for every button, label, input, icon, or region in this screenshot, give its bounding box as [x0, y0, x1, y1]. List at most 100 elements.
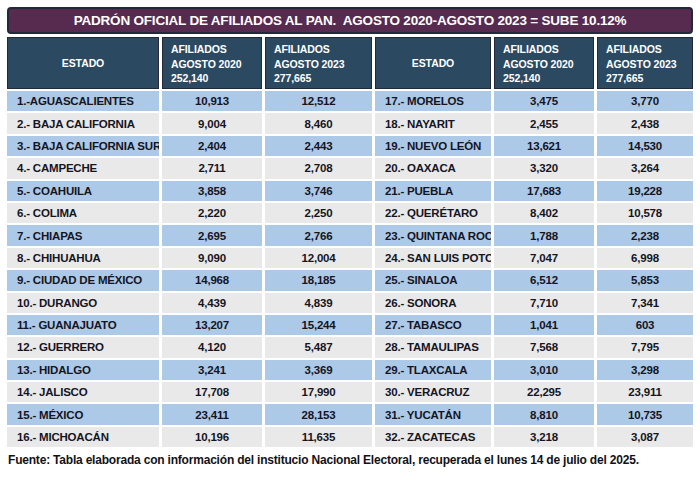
value-2020-cell: 2,695: [162, 225, 262, 245]
header-line-agosto-2023: AGOSTO 2023: [606, 57, 692, 72]
header-afiliados-2020-right: AFILIADOS AGOSTO 2020 252,140: [494, 37, 594, 89]
value-2023-cell: 15,244: [265, 315, 372, 335]
state-cell: 24.- SAN LUIS POTOSÍ: [375, 248, 491, 268]
state-cell: 18.- NAYARIT: [375, 113, 491, 133]
header-line-total-2020: 252,140: [503, 71, 593, 86]
value-2023-cell: 2,250: [265, 203, 372, 223]
value-2020-cell: 9,090: [162, 248, 262, 268]
value-2020-cell: 8,810: [494, 404, 594, 424]
header-estado-right: ESTADO: [375, 37, 491, 89]
value-2020-cell: 2,711: [162, 158, 262, 178]
value-2023-cell: 7,795: [597, 337, 693, 357]
source-note: Fuente: Tabla elaborada con información …: [7, 453, 693, 467]
state-cell: 1.-AGUASCALIENTES: [7, 91, 159, 111]
header-line-total-2020: 252,140: [171, 71, 261, 86]
value-2023-cell: 10,735: [597, 404, 693, 424]
state-cell: 6.- COLIMA: [7, 203, 159, 223]
value-2020-cell: 14,968: [162, 270, 262, 290]
value-2020-cell: 7,047: [494, 248, 594, 268]
value-2023-cell: 14,530: [597, 136, 693, 156]
value-2023-cell: 10,578: [597, 203, 693, 223]
state-cell: 28.- TAMAULIPAS: [375, 337, 491, 357]
page-title: PADRÓN OFICIAL DE AFILIADOS AL PAN. AGOS…: [7, 7, 693, 34]
state-cell: 19.- NUEVO LEÓN: [375, 136, 491, 156]
state-cell: 8.- CHIHUAHUA: [7, 248, 159, 268]
header-afiliados-2020-left: AFILIADOS AGOSTO 2020 252,140: [162, 37, 262, 89]
state-cell: 17.- MORELOS: [375, 91, 491, 111]
value-2020-cell: 8,402: [494, 203, 594, 223]
value-2023-cell: 603: [597, 315, 693, 335]
header-line-total-2023: 277,665: [274, 71, 371, 86]
value-2023-cell: 2,443: [265, 136, 372, 156]
state-cell: 31.- YUCATÁN: [375, 404, 491, 424]
header-afiliados-2023-right: AFILIADOS AGOSTO 2023 277,665: [597, 37, 693, 89]
value-2020-cell: 13,621: [494, 136, 594, 156]
value-2023-cell: 4,839: [265, 293, 372, 313]
state-cell: 5.- COAHUILA: [7, 181, 159, 201]
value-2020-cell: 3,241: [162, 360, 262, 380]
value-2020-cell: 10,913: [162, 91, 262, 111]
value-2023-cell: 28,153: [265, 404, 372, 424]
state-cell: 29.- TLAXCALA: [375, 360, 491, 380]
header-line-afiliados: AFILIADOS: [503, 42, 593, 57]
value-2023-cell: 5,853: [597, 270, 693, 290]
value-2023-cell: 18,185: [265, 270, 372, 290]
value-2020-cell: 3,010: [494, 360, 594, 380]
value-2023-cell: 8,460: [265, 113, 372, 133]
value-2023-cell: 2,238: [597, 225, 693, 245]
state-cell: 27.- TABASCO: [375, 315, 491, 335]
infographic-canvas: PADRÓN OFICIAL DE AFILIADOS AL PAN. AGOS…: [0, 0, 700, 477]
value-2020-cell: 10,196: [162, 427, 262, 447]
state-cell: 16.- MICHOACÁN: [7, 427, 159, 447]
state-cell: 7.- CHIAPAS: [7, 225, 159, 245]
state-cell: 10.- DURANGO: [7, 293, 159, 313]
state-cell: 15.- MÉXICO: [7, 404, 159, 424]
value-2023-cell: 23,911: [597, 382, 693, 402]
value-2020-cell: 4,120: [162, 337, 262, 357]
value-2023-cell: 12,004: [265, 248, 372, 268]
state-cell: 14.- JALISCO: [7, 382, 159, 402]
value-2023-cell: 3,298: [597, 360, 693, 380]
value-2023-cell: 3,264: [597, 158, 693, 178]
header-line-afiliados: AFILIADOS: [171, 42, 261, 57]
header-line-agosto-2020: AGOSTO 2020: [171, 57, 261, 72]
value-2020-cell: 23,411: [162, 404, 262, 424]
value-2020-cell: 22,295: [494, 382, 594, 402]
value-2020-cell: 1,041: [494, 315, 594, 335]
state-cell: 20.- OAXACA: [375, 158, 491, 178]
value-2023-cell: 2,438: [597, 113, 693, 133]
state-cell: 30.- VERACRUZ: [375, 382, 491, 402]
value-2020-cell: 1,788: [494, 225, 594, 245]
value-2023-cell: 7,341: [597, 293, 693, 313]
value-2023-cell: 19,228: [597, 181, 693, 201]
header-line-afiliados: AFILIADOS: [274, 42, 371, 57]
value-2023-cell: 12,512: [265, 91, 372, 111]
value-2020-cell: 3,475: [494, 91, 594, 111]
value-2020-cell: 17,683: [494, 181, 594, 201]
state-cell: 23.- QUINTANA ROO: [375, 225, 491, 245]
state-cell: 21.- PUEBLA: [375, 181, 491, 201]
table-body: 1.-AGUASCALIENTES10,91312,51217.- MORELO…: [7, 91, 693, 447]
state-cell: 9.- CIUDAD DE MÉXICO: [7, 270, 159, 290]
value-2023-cell: 2,708: [265, 158, 372, 178]
value-2020-cell: 3,320: [494, 158, 594, 178]
value-2023-cell: 6,998: [597, 248, 693, 268]
header-line-total-2023: 277,665: [606, 71, 692, 86]
state-cell: 12.- GUERRERO: [7, 337, 159, 357]
value-2023-cell: 3,746: [265, 181, 372, 201]
value-2023-cell: 2,766: [265, 225, 372, 245]
state-cell: 25.- SINALOA: [375, 270, 491, 290]
value-2020-cell: 17,708: [162, 382, 262, 402]
value-2023-cell: 17,990: [265, 382, 372, 402]
state-cell: 32.- ZACATECAS: [375, 427, 491, 447]
value-2020-cell: 2,455: [494, 113, 594, 133]
value-2020-cell: 3,218: [494, 427, 594, 447]
header-afiliados-2023-left: AFILIADOS AGOSTO 2023 277,665: [265, 37, 372, 89]
header-line-agosto-2020: AGOSTO 2020: [503, 57, 593, 72]
state-cell: 11.- GUANAJUATO: [7, 315, 159, 335]
value-2020-cell: 4,439: [162, 293, 262, 313]
header-line-afiliados: AFILIADOS: [606, 42, 692, 57]
value-2020-cell: 2,404: [162, 136, 262, 156]
value-2023-cell: 5,487: [265, 337, 372, 357]
state-cell: 22.- QUERÉTARO: [375, 203, 491, 223]
